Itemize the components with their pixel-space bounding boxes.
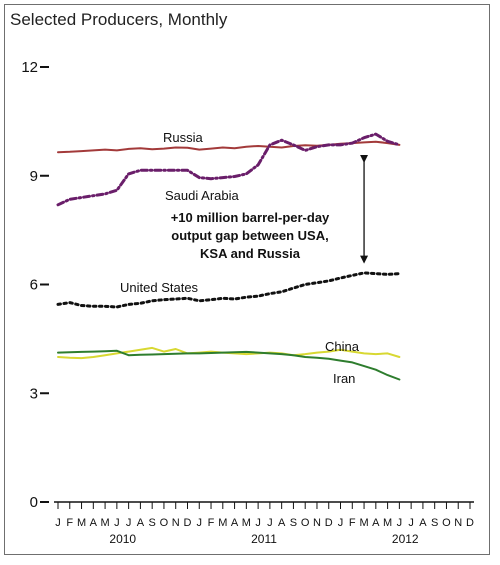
chart-frame — [4, 4, 490, 555]
series-line-united-states — [56, 271, 401, 309]
x-month-label: D — [184, 517, 192, 529]
x-month-label: N — [454, 517, 462, 529]
x-year-label: 2012 — [392, 532, 419, 546]
y-tick-label: 0 — [30, 494, 38, 511]
x-month-label: A — [231, 517, 239, 529]
gap-annotation-line-3: KSA and Russia — [200, 246, 301, 261]
series-label-saudi-arabia: Saudi Arabia — [165, 188, 239, 203]
y-tick-label: 6 — [30, 277, 38, 294]
x-month-label: J — [255, 517, 261, 529]
x-month-label: S — [148, 517, 155, 529]
x-month-label: A — [419, 517, 427, 529]
x-month-label: J — [408, 517, 414, 529]
x-month-label: D — [466, 517, 474, 529]
x-month-label: J — [397, 517, 403, 529]
x-month-label: M — [218, 517, 227, 529]
x-month-label: J — [338, 517, 344, 529]
series-label-china: China — [325, 339, 360, 354]
x-year-label: 2011 — [251, 532, 277, 546]
series-label-russia: Russia — [163, 130, 204, 145]
gap-annotation-line-1: +10 million barrel-per-day — [171, 210, 330, 225]
x-month-label: J — [114, 517, 120, 529]
x-month-label: M — [100, 517, 109, 529]
x-month-label: O — [160, 517, 169, 529]
x-month-label: F — [349, 517, 356, 529]
y-tick-label: 12 — [21, 59, 38, 76]
x-month-label: J — [55, 517, 61, 529]
x-month-label: O — [442, 517, 451, 529]
x-month-label: A — [90, 517, 98, 529]
x-month-label: J — [197, 517, 203, 529]
x-month-label: M — [383, 517, 392, 529]
x-month-label: A — [137, 517, 145, 529]
gap-annotation-line-2: output gap between USA, — [171, 228, 328, 243]
x-month-label: A — [372, 517, 380, 529]
x-month-label: S — [290, 517, 297, 529]
x-month-label: F — [208, 517, 215, 529]
series-label-iran: Iran — [333, 371, 355, 386]
x-month-label: N — [172, 517, 180, 529]
x-month-label: J — [126, 517, 132, 529]
chart-title: Selected Producers, Monthly — [10, 10, 228, 29]
series-line-iran — [57, 349, 401, 381]
x-month-label: F — [66, 517, 73, 529]
x-month-label: M — [242, 517, 251, 529]
x-month-label: M — [359, 517, 368, 529]
y-tick-label: 9 — [30, 168, 38, 185]
x-month-label: A — [278, 517, 286, 529]
x-month-label: J — [267, 517, 273, 529]
y-tick-label: 3 — [30, 385, 38, 402]
x-year-label: 2010 — [109, 532, 136, 546]
series-label-united-states: United States — [120, 280, 199, 295]
x-month-label: O — [301, 517, 310, 529]
x-month-label: D — [325, 517, 333, 529]
x-month-label: S — [431, 517, 438, 529]
x-month-label: N — [313, 517, 321, 529]
x-month-label: M — [77, 517, 86, 529]
series-line-saudi-arabia — [56, 132, 401, 207]
